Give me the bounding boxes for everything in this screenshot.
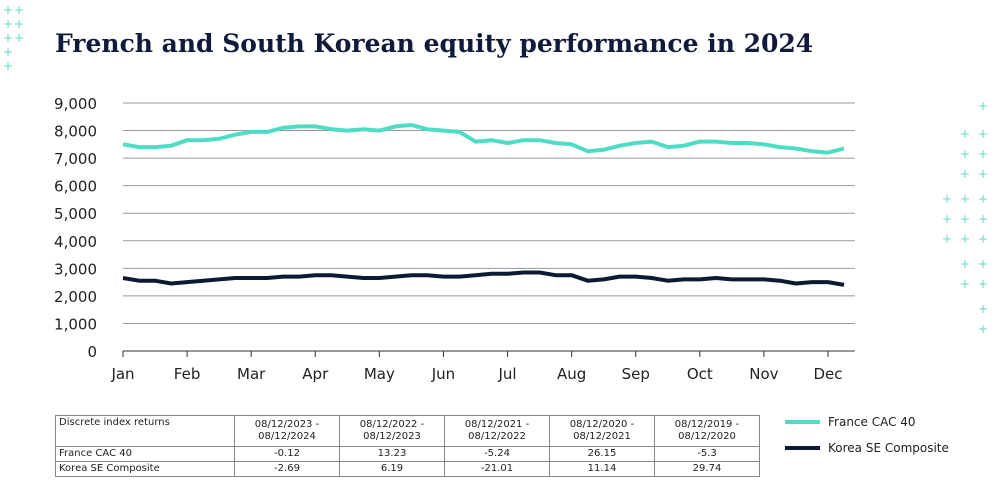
svg-text:+: + bbox=[978, 212, 988, 226]
x-tick-label: Dec bbox=[813, 365, 842, 383]
svg-text:+: + bbox=[3, 45, 13, 59]
x-tick-label: Apr bbox=[302, 365, 329, 383]
y-tick-label: 9,000 bbox=[54, 95, 97, 113]
x-tick-label: Nov bbox=[749, 365, 778, 383]
svg-text:+: + bbox=[978, 99, 988, 113]
svg-text:+: + bbox=[14, 31, 24, 45]
svg-text:+: + bbox=[960, 212, 970, 226]
x-tick-label: Sep bbox=[622, 365, 650, 383]
table-cell: 26.15 bbox=[549, 446, 655, 462]
svg-text:+: + bbox=[960, 127, 970, 141]
x-tick-label: Aug bbox=[557, 365, 586, 383]
x-tick-label: Jul bbox=[497, 365, 516, 383]
table-row: France CAC 40 -0.12 13.23 -5.24 26.15 -5.3 bbox=[55, 446, 760, 462]
svg-text:+: + bbox=[960, 277, 970, 291]
svg-text:+: + bbox=[960, 257, 970, 271]
svg-text:+: + bbox=[14, 3, 24, 17]
x-tick-label: Jan bbox=[110, 365, 134, 383]
y-tick-label: 2,000 bbox=[54, 288, 97, 306]
x-tick-label: Mar bbox=[237, 365, 266, 383]
svg-text:+: + bbox=[3, 3, 13, 17]
svg-text:+: + bbox=[978, 322, 988, 336]
svg-text:+: + bbox=[978, 192, 988, 206]
table-cell: Korea SE Composite bbox=[55, 461, 235, 477]
legend-label: Korea SE Composite bbox=[828, 441, 949, 455]
svg-text:+: + bbox=[978, 277, 988, 291]
svg-text:+: + bbox=[14, 17, 24, 31]
y-tick-label: 4,000 bbox=[54, 233, 97, 251]
svg-text:+: + bbox=[960, 192, 970, 206]
svg-text:+: + bbox=[960, 147, 970, 161]
y-tick-label: 0 bbox=[87, 343, 97, 361]
legend-label: France CAC 40 bbox=[828, 415, 916, 429]
table-cell: -5.24 bbox=[444, 446, 550, 462]
svg-text:+: + bbox=[960, 167, 970, 181]
svg-text:+: + bbox=[978, 257, 988, 271]
x-tick-label: Jun bbox=[431, 365, 455, 383]
table-row: Korea SE Composite -2.69 6.19 -21.01 11.14 29… bbox=[55, 461, 760, 477]
table-row: Discrete index returns 08/12/2023 - 08/12… bbox=[55, 415, 760, 447]
table-cell: Discrete index returns bbox=[55, 415, 235, 447]
x-tick-label: Oct bbox=[687, 365, 713, 383]
svg-text:+: + bbox=[942, 212, 952, 226]
table-cell: -2.69 bbox=[234, 461, 340, 477]
svg-text:+: + bbox=[942, 232, 952, 246]
x-tick-label: Feb bbox=[174, 365, 201, 383]
y-tick-label: 6,000 bbox=[54, 178, 97, 196]
table-cell: -0.12 bbox=[234, 446, 340, 462]
table-cell: 6.19 bbox=[339, 461, 445, 477]
y-tick-label: 1,000 bbox=[54, 315, 97, 333]
returns-table: Discrete index returns 08/12/2023 - 08/12… bbox=[55, 415, 760, 477]
table-cell: France CAC 40 bbox=[55, 446, 235, 462]
y-tick-label: 5,000 bbox=[54, 205, 97, 223]
table-cell: 08/12/2021 - 08/12/2022 bbox=[444, 415, 550, 447]
svg-text:+: + bbox=[978, 232, 988, 246]
svg-text:+: + bbox=[978, 147, 988, 161]
chart-title: French and South Korean equity performan… bbox=[55, 29, 813, 58]
y-tick-label: 7,000 bbox=[54, 150, 97, 168]
svg-text:+: + bbox=[3, 59, 13, 73]
table-cell: 08/12/2019 - 08/12/2020 bbox=[654, 415, 760, 447]
table-cell: 08/12/2020 - 08/12/2021 bbox=[549, 415, 655, 447]
table-cell: 29.74 bbox=[654, 461, 760, 477]
table-cell: 08/12/2023 - 08/12/2024 bbox=[234, 415, 340, 447]
y-tick-label: 3,000 bbox=[54, 260, 97, 278]
svg-text:+: + bbox=[978, 127, 988, 141]
svg-text:+: + bbox=[3, 17, 13, 31]
table-cell: 11.14 bbox=[549, 461, 655, 477]
svg-text:+: + bbox=[960, 232, 970, 246]
table-cell: -21.01 bbox=[444, 461, 550, 477]
x-tick-label: May bbox=[364, 365, 395, 383]
table-cell: -5.3 bbox=[654, 446, 760, 462]
series-line bbox=[122, 270, 845, 287]
decoration: + + + + + + ++ ++ + + + + + + + + + + + + + + + + + + … bbox=[3, 3, 988, 336]
series-line bbox=[122, 123, 845, 155]
svg-text:+: + bbox=[978, 302, 988, 316]
table-cell: 13.23 bbox=[339, 446, 445, 462]
svg-text:+: + bbox=[3, 31, 13, 45]
svg-text:+: + bbox=[942, 192, 952, 206]
y-tick-label: 8,000 bbox=[54, 123, 97, 141]
table-cell: 08/12/2022 - 08/12/2023 bbox=[339, 415, 445, 447]
svg-text:+: + bbox=[978, 167, 988, 181]
